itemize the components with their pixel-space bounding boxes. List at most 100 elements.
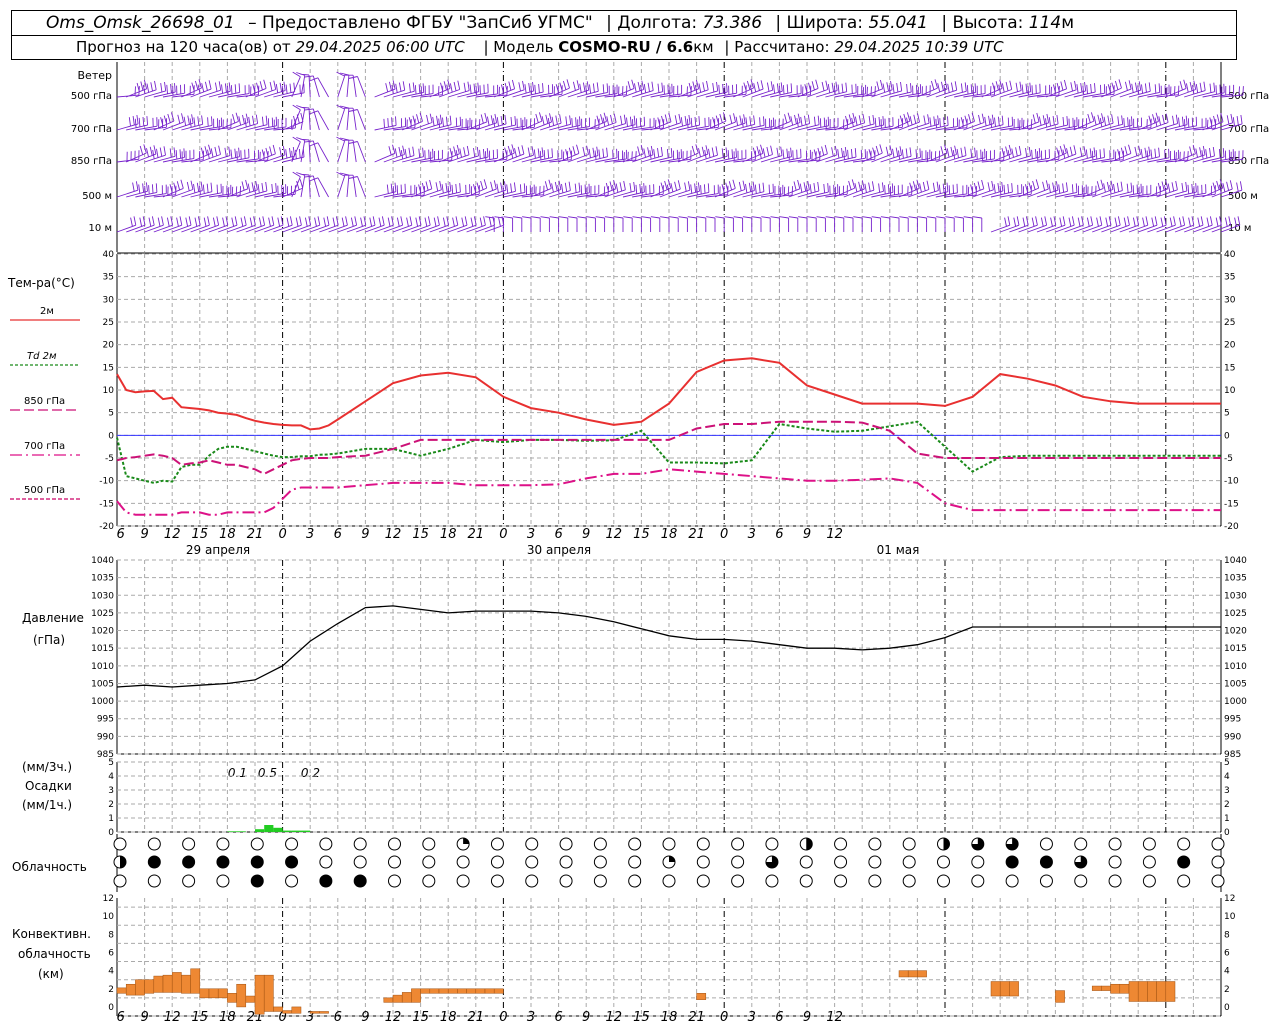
conv-bar [1055,990,1065,1003]
conv-bar [1110,983,1121,994]
conv-ytick-left: 8 [108,930,114,940]
cloud-symbol [250,837,264,851]
conv-xtick: 12 [606,1010,623,1024]
cloud-symbol [1177,874,1191,888]
pressure-ytick-right: 1030 [1224,591,1247,601]
cloud-symbol [182,855,196,869]
cloud-symbol [1005,855,1019,869]
cloud-symbol [628,874,642,888]
pressure-ytick-right: 1005 [1224,679,1247,689]
temp-ytick-right: 30 [1224,295,1236,305]
conv-ytick-left: 4 [108,967,114,977]
conv-xtick: 12 [826,1010,843,1024]
cloud-symbol [559,855,573,869]
pressure-ytick-left: 1020 [91,627,114,637]
cloud-symbol [456,874,470,888]
temp-xtick: 6 [775,527,783,542]
temp-xtick: 9 [582,527,590,542]
cloud-symbol [662,837,676,851]
cloud-symbol [388,837,401,851]
conv-bar [217,988,228,999]
cloud-title: Облачность [12,860,87,874]
temp-xtick: 0 [720,527,728,542]
pressure-ytick-right: 1000 [1224,697,1247,707]
conv-bar [1156,981,1167,1002]
cloud-symbol [216,855,230,869]
model-unit: км [693,38,714,56]
wind-level-850hpa-right: 850 гПа [1228,156,1269,167]
temp-ytick-right: 25 [1224,318,1235,328]
cloud-symbol [593,874,607,888]
temp-xtick: 15 [192,527,209,542]
wind-row-4 [116,216,1241,233]
conv-xtick: 9 [140,1010,148,1024]
conv-bar [383,997,394,1003]
temp-xtick: 18 [661,527,678,542]
conv-bar [392,994,403,1003]
cloud-symbol [422,874,436,888]
conv-ytick-left: 0 [108,1003,114,1013]
conv-bar [1009,981,1019,997]
cloud-symbol [147,874,161,888]
temp-legend-label: 500 гПа [24,485,65,496]
cloud-symbol [1142,855,1156,869]
pressure-line [116,605,1221,688]
conv-xtick: 6 [117,1010,125,1024]
wind-level-700hpa-right: 700 гПа [1228,124,1269,135]
temp-xtick: 12 [385,527,402,542]
wind-row-1 [116,104,1243,131]
cloud-symbol [147,855,161,869]
conv-bar [990,981,1001,997]
temp-ytick-right: -15 [1224,499,1239,509]
conv-ytick-left: 10 [103,912,115,922]
conv-ytick-right: 2 [1224,985,1230,995]
conv-xtick: 18 [661,1010,678,1024]
conv-bar [1119,983,1130,994]
pressure-ytick-left: 1015 [91,644,114,654]
temp-xtick: 6 [554,527,562,542]
temp-legend: 2м Td 2м 850 гПа 700 гПа 500 гПа [10,306,80,500]
cloud-symbol [182,874,196,888]
temp-xtick: 9 [361,527,369,542]
cloud-symbol [1108,874,1122,888]
pressure-ytick-left: 1040 [91,556,114,566]
wind-level-700hpa: 700 гПа [71,124,112,135]
model-label: | Модель [483,38,554,56]
cloud-symbol [422,855,436,869]
conv-xtick: 15 [412,1010,429,1024]
model-name: COSMO-RU / 6.6 [558,38,694,56]
conv-bar [429,988,440,994]
conv-bar [208,988,219,999]
conv-bar [907,970,918,978]
conv-bar [1147,981,1157,1002]
pressure-ytick-right: 1035 [1224,574,1247,584]
precip-ytick-right: 1 [1224,814,1230,824]
forecast-label: Прогноз на 120 часа(ов) от [76,38,291,56]
conv-ytick-right: 8 [1224,930,1230,940]
temp-xtick: 3 [748,527,756,542]
cloud-symbol [696,855,710,869]
cloud-symbol [1211,855,1225,869]
alt-label: | Высота: [941,13,1024,33]
conv-ytick-right: 0 [1224,1003,1230,1013]
cloud-symbol [1005,874,1019,888]
temp-ytick-left: -5 [105,454,114,464]
conv-bar [493,988,504,994]
temp-ytick-left: 25 [103,318,114,328]
pressure-ytick-left: 1010 [91,662,114,672]
conv-bar [263,974,274,1012]
cloud-symbol [182,837,196,851]
precip-bar [301,830,311,832]
conv-xtick: 12 [164,1010,181,1024]
cloud-symbol [1074,837,1088,851]
cloud-symbol [731,874,745,888]
temp-xtick: 12 [164,527,181,542]
cloud-symbol-fill [1006,838,1019,850]
header-line-2: Прогноз на 120 часа(ов) от 29.04.2025 06… [11,35,1237,60]
cloud-symbol [319,837,333,851]
temp-ytick-right: 5 [1224,409,1230,419]
conv-xtick: 21 [468,1010,485,1024]
lon-value: 73.386 [702,13,763,33]
temp-xtick: 21 [468,527,485,542]
cloud-symbol [868,874,882,888]
